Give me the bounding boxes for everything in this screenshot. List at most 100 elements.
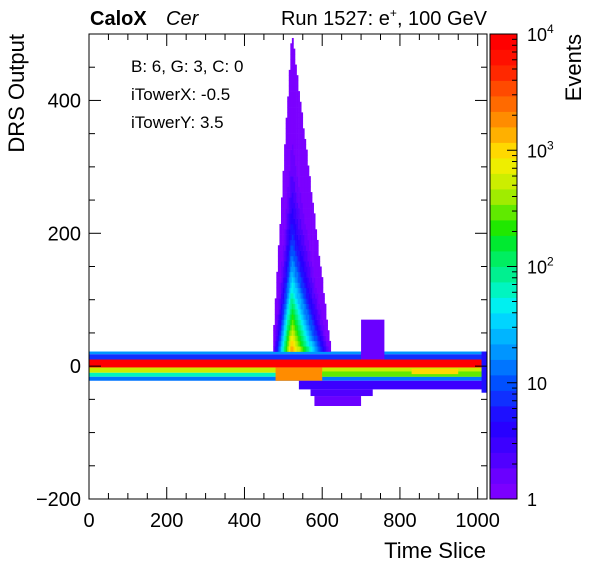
heatmap-cell bbox=[285, 202, 288, 209]
heatmap-cell bbox=[301, 282, 304, 289]
heatmap-cell bbox=[276, 287, 279, 294]
color-scale-step bbox=[490, 282, 517, 298]
heatmap-cell bbox=[287, 218, 290, 225]
color-scale-step bbox=[490, 359, 517, 376]
heatmap-cell bbox=[304, 213, 307, 219]
heatmap-cell bbox=[279, 282, 282, 289]
heatmap-cell bbox=[288, 138, 291, 145]
heatmap-cell bbox=[302, 138, 305, 145]
heatmap-cell bbox=[281, 229, 283, 235]
heatmap-cell bbox=[307, 250, 310, 257]
heatmap-cell bbox=[316, 340, 319, 347]
heatmap-cell bbox=[293, 245, 296, 251]
brand-label: CaloX bbox=[90, 8, 147, 30]
heatmap-cell bbox=[284, 324, 286, 331]
heatmap-cell bbox=[299, 160, 302, 166]
color-scale-step bbox=[490, 483, 517, 500]
heatmap-cell bbox=[291, 80, 294, 87]
heatmap-cell bbox=[279, 271, 282, 278]
heatmap-cell bbox=[294, 75, 297, 81]
heatmap-cell bbox=[308, 245, 311, 251]
y-tick-label: −200 bbox=[36, 489, 81, 511]
heatmap-cell bbox=[285, 239, 288, 246]
heatmap-cell bbox=[281, 255, 283, 262]
heatmap-cell bbox=[310, 324, 313, 331]
heatmap-cell bbox=[298, 192, 300, 198]
heatmap-cell bbox=[316, 309, 319, 315]
heatmap-cell bbox=[293, 208, 296, 214]
x-axis-label: Time Slice bbox=[384, 538, 486, 563]
heatmap-cell bbox=[294, 293, 297, 299]
heatmap-cell bbox=[296, 176, 299, 182]
heatmap-cell bbox=[282, 319, 285, 326]
heatmap-cell bbox=[301, 261, 304, 267]
heatmap-cell bbox=[302, 340, 305, 347]
heatmap-cell bbox=[316, 250, 319, 257]
heatmap-cell bbox=[281, 293, 283, 299]
heatmap-cell bbox=[310, 309, 313, 315]
heatmap-cell bbox=[296, 255, 299, 262]
heatmap-cell bbox=[296, 149, 299, 156]
heatmap-cell bbox=[321, 282, 324, 289]
z-tick-label: 1 bbox=[527, 490, 537, 510]
heatmap-cell bbox=[288, 261, 291, 267]
heatmap-cell bbox=[293, 229, 296, 235]
heatmap-cell bbox=[308, 250, 311, 257]
heatmap-cell bbox=[294, 298, 297, 304]
heatmap-cell bbox=[298, 287, 300, 294]
heatmap-cell bbox=[305, 149, 308, 156]
heatmap-band bbox=[411, 368, 459, 375]
heatmap-cell bbox=[319, 282, 322, 289]
heatmap-cell bbox=[293, 123, 296, 129]
heatmap-cell bbox=[294, 64, 297, 71]
heatmap-cell bbox=[281, 346, 283, 352]
heatmap-cell bbox=[302, 255, 305, 262]
heatmap-cell bbox=[290, 218, 293, 225]
heatmap-cell bbox=[287, 277, 290, 283]
heatmap-cell bbox=[296, 117, 299, 124]
heatmap-cell bbox=[302, 293, 305, 299]
heatmap-cell bbox=[285, 117, 288, 124]
heatmap-cell bbox=[298, 314, 300, 320]
heatmap-cell bbox=[290, 123, 293, 129]
heatmap-cell bbox=[304, 144, 307, 150]
heatmap-cell bbox=[313, 277, 316, 283]
heatmap-cell bbox=[284, 160, 286, 166]
heatmap-cell bbox=[290, 154, 293, 161]
heatmap-cell bbox=[307, 239, 310, 246]
heatmap-cell bbox=[287, 181, 290, 188]
heatmap-cell bbox=[298, 133, 300, 140]
heatmap-cell bbox=[316, 335, 319, 342]
color-scale-step bbox=[490, 65, 517, 81]
heatmap-cell bbox=[279, 266, 282, 273]
heatmap-cell bbox=[294, 138, 297, 145]
heatmap-cell bbox=[302, 149, 305, 156]
heatmap-cell bbox=[287, 314, 290, 320]
heatmap-cell bbox=[301, 181, 304, 188]
heatmap-cell bbox=[285, 245, 288, 251]
heatmap-cell bbox=[302, 314, 305, 320]
heatmap-cell bbox=[274, 324, 277, 331]
heatmap-cell bbox=[299, 277, 302, 283]
heatmap-cell bbox=[318, 309, 321, 315]
heatmap-cell bbox=[294, 123, 297, 129]
heatmap-cell bbox=[294, 229, 297, 235]
heatmap-cell bbox=[281, 330, 283, 336]
heatmap-cell bbox=[302, 282, 305, 289]
heatmap-cell bbox=[298, 330, 300, 336]
heatmap-cell bbox=[316, 324, 319, 331]
heatmap-cell bbox=[291, 128, 294, 134]
heatmap-cell bbox=[281, 335, 283, 342]
heatmap-cell bbox=[319, 271, 322, 278]
heatmap-cell bbox=[305, 229, 308, 235]
heatmap-cell bbox=[302, 277, 305, 283]
heatmap-cell bbox=[298, 340, 300, 347]
heatmap-cell bbox=[319, 293, 322, 299]
heatmap-cell bbox=[287, 107, 290, 113]
heatmap-cell bbox=[305, 165, 308, 172]
heatmap-cell bbox=[296, 287, 299, 294]
heatmap-cell bbox=[321, 340, 324, 347]
heatmap-cell bbox=[298, 186, 300, 193]
heatmap-cell bbox=[290, 186, 293, 193]
heatmap-cell bbox=[301, 287, 304, 294]
